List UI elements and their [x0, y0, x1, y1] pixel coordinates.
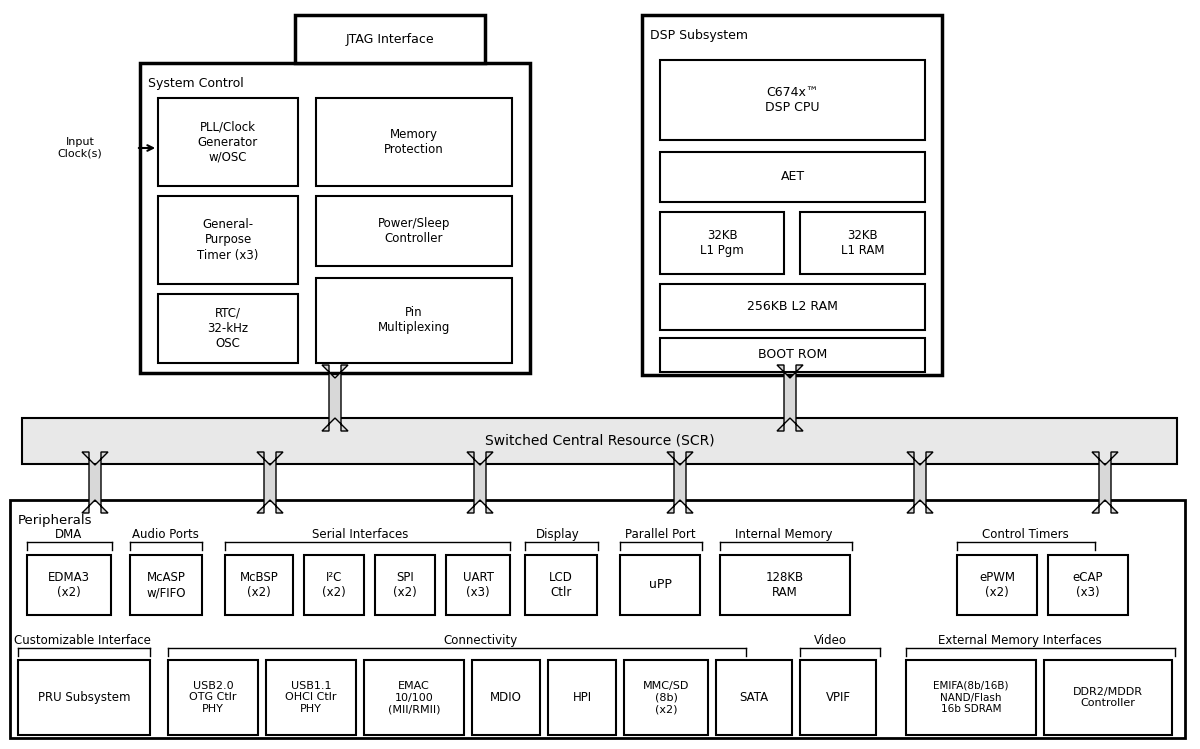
Bar [140, 63, 530, 373]
Bar [620, 555, 700, 615]
Text: McBSP
(x2): McBSP (x2) [240, 571, 278, 599]
Bar [660, 338, 925, 372]
Text: Audio Ports: Audio Ports [132, 528, 198, 541]
Bar [168, 660, 258, 735]
Text: Internal Memory: Internal Memory [736, 528, 833, 541]
Text: JTAG Interface: JTAG Interface [346, 32, 434, 46]
Text: Serial Interfaces: Serial Interfaces [312, 528, 408, 541]
Polygon shape [778, 365, 803, 431]
Polygon shape [322, 365, 348, 431]
Text: BOOT ROM: BOOT ROM [758, 348, 827, 362]
Text: Input
Clock(s): Input Clock(s) [58, 137, 102, 159]
Text: ePWM
(x2): ePWM (x2) [979, 571, 1015, 599]
Text: PRU Subsystem: PRU Subsystem [37, 691, 131, 704]
Bar [130, 555, 202, 615]
Text: Control Timers: Control Timers [982, 528, 1068, 541]
Text: EMIFA(8b/16B)
NAND/Flash
16b SDRAM: EMIFA(8b/16B) NAND/Flash 16b SDRAM [934, 681, 1009, 714]
Text: PLL/Clock
Generator
w/OSC: PLL/Clock Generator w/OSC [198, 121, 258, 163]
Text: MDIO: MDIO [490, 691, 522, 704]
Text: Pin
Multiplexing: Pin Multiplexing [378, 306, 450, 335]
Bar [10, 500, 1186, 738]
Text: Peripherals: Peripherals [18, 514, 92, 527]
Text: VPIF: VPIF [826, 691, 851, 704]
Text: Memory
Protection: Memory Protection [384, 128, 444, 156]
Text: USB1.1
OHCI Ctlr
PHY: USB1.1 OHCI Ctlr PHY [286, 681, 337, 714]
Text: DSP Subsystem: DSP Subsystem [650, 29, 748, 42]
Bar [958, 555, 1037, 615]
Bar [158, 196, 298, 284]
Bar [906, 660, 1036, 735]
Bar [374, 555, 436, 615]
Bar [364, 660, 464, 735]
Bar [316, 278, 512, 363]
Text: General-
Purpose
Timer (x3): General- Purpose Timer (x3) [197, 219, 259, 261]
Text: EDMA3
(x2): EDMA3 (x2) [48, 571, 90, 599]
Text: 32KB
L1 RAM: 32KB L1 RAM [841, 229, 884, 257]
Text: HPI: HPI [572, 691, 592, 704]
Bar [800, 212, 925, 274]
Text: uPP: uPP [648, 578, 672, 592]
Text: Connectivity: Connectivity [443, 634, 517, 647]
Bar [716, 660, 792, 735]
Text: 32KB
L1 Pgm: 32KB L1 Pgm [700, 229, 744, 257]
Text: 256KB L2 RAM: 256KB L2 RAM [748, 300, 838, 314]
Bar [472, 660, 540, 735]
Polygon shape [257, 452, 283, 513]
Text: USB2.0
OTG Ctlr
PHY: USB2.0 OTG Ctlr PHY [190, 681, 236, 714]
Text: Display: Display [536, 528, 580, 541]
Text: SATA: SATA [739, 691, 768, 704]
Bar [316, 98, 512, 186]
Text: eCAP
(x3): eCAP (x3) [1073, 571, 1103, 599]
Bar [158, 98, 298, 186]
Text: System Control: System Control [148, 77, 244, 90]
Text: Power/Sleep
Controller: Power/Sleep Controller [378, 217, 450, 245]
Bar [316, 196, 512, 266]
Text: DDR2/MDDR
Controller: DDR2/MDDR Controller [1073, 687, 1142, 709]
Bar [304, 555, 364, 615]
Text: LCD
Ctlr: LCD Ctlr [550, 571, 572, 599]
Polygon shape [667, 452, 694, 513]
Bar [266, 660, 356, 735]
Bar [624, 660, 708, 735]
Polygon shape [907, 452, 934, 513]
Text: Parallel Port: Parallel Port [625, 528, 695, 541]
Bar [800, 660, 876, 735]
Text: AET: AET [780, 171, 804, 184]
Text: McASP
w/FIFO: McASP w/FIFO [146, 571, 186, 599]
Bar [720, 555, 850, 615]
Bar [660, 152, 925, 202]
Bar [660, 284, 925, 330]
Bar [1044, 660, 1172, 735]
Text: External Memory Interfaces: External Memory Interfaces [938, 634, 1102, 647]
Polygon shape [1092, 452, 1118, 513]
Text: I²C
(x2): I²C (x2) [322, 571, 346, 599]
Text: C674x™
DSP CPU: C674x™ DSP CPU [766, 86, 820, 114]
Text: MMC/SD
(8b)
(x2): MMC/SD (8b) (x2) [643, 681, 689, 714]
Text: DMA: DMA [54, 528, 82, 541]
Bar [28, 555, 112, 615]
Bar [642, 15, 942, 375]
Text: RTC/
32-kHz
OSC: RTC/ 32-kHz OSC [208, 307, 248, 350]
Bar [1048, 555, 1128, 615]
Bar [446, 555, 510, 615]
Bar [158, 294, 298, 363]
Bar [18, 660, 150, 735]
Text: Customizable Interface: Customizable Interface [13, 634, 150, 647]
Text: SPI
(x2): SPI (x2) [394, 571, 416, 599]
Text: Video: Video [814, 634, 846, 647]
Polygon shape [467, 452, 493, 513]
Text: EMAC
10/100
(MII/RMII): EMAC 10/100 (MII/RMII) [388, 681, 440, 714]
Text: 128KB
RAM: 128KB RAM [766, 571, 804, 599]
Bar [526, 555, 598, 615]
Bar [660, 212, 784, 274]
Bar [548, 660, 616, 735]
Bar [295, 15, 485, 63]
Bar [226, 555, 293, 615]
Bar [22, 418, 1177, 464]
Polygon shape [82, 452, 108, 513]
Text: Switched Central Resource (SCR): Switched Central Resource (SCR) [485, 434, 714, 448]
Text: UART
(x3): UART (x3) [462, 571, 493, 599]
Bar [660, 60, 925, 140]
